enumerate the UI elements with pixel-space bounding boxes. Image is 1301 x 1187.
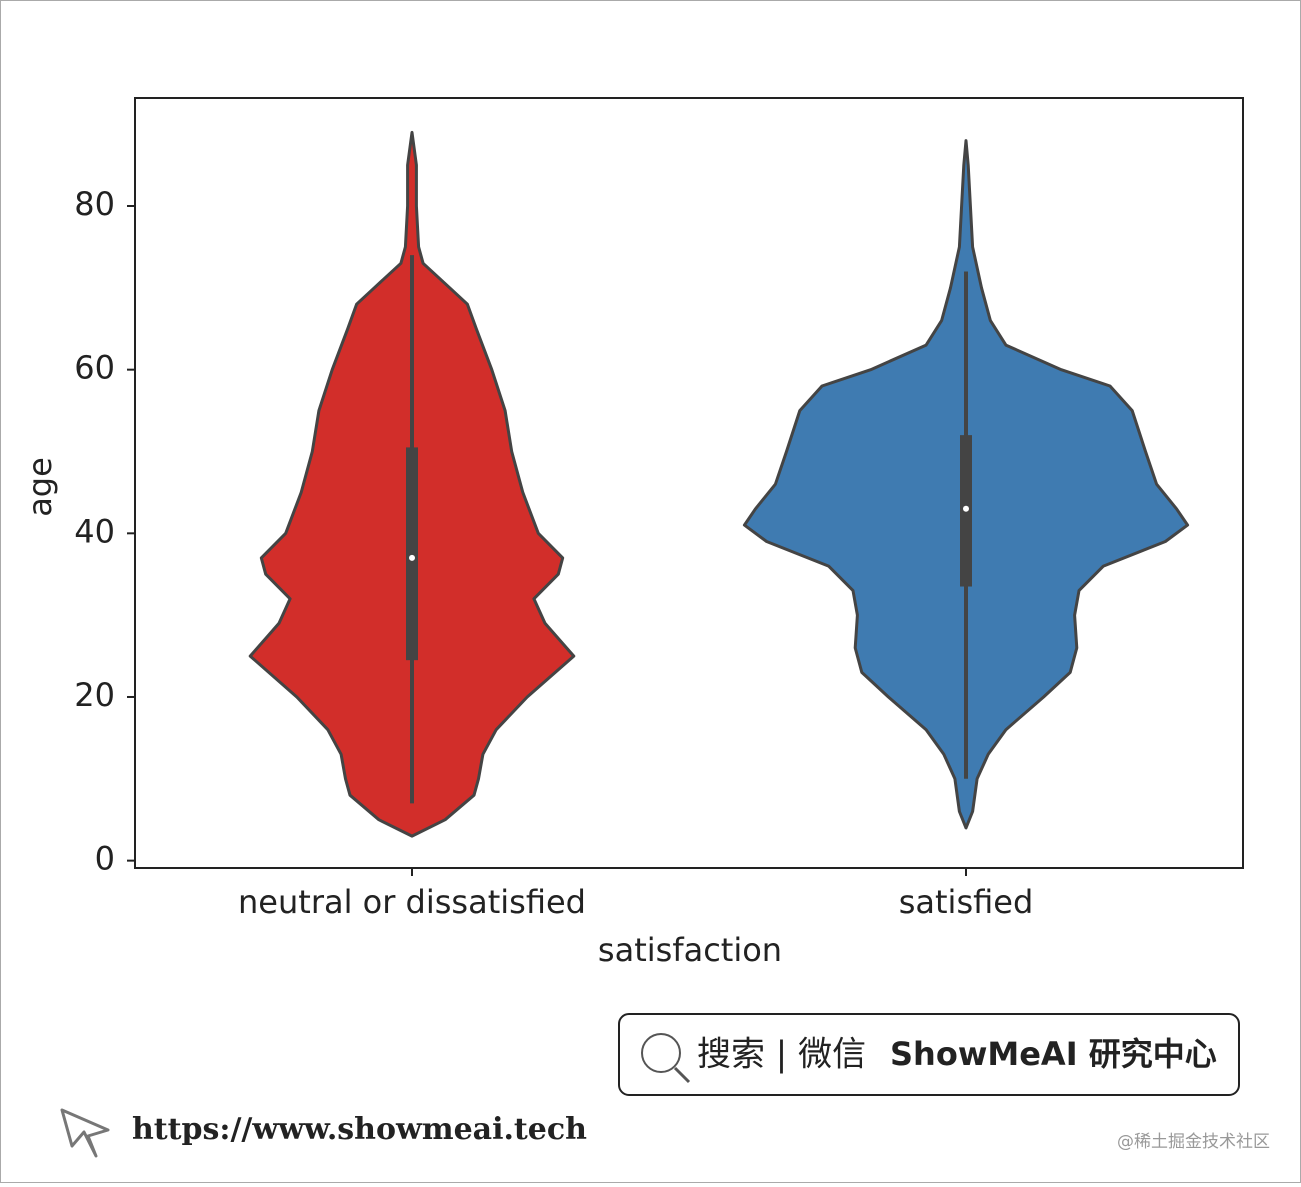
x-axis-label: satisfaction xyxy=(598,931,782,969)
y-tick-label: 0 xyxy=(95,840,115,878)
search-text: 搜索 | 微信 xyxy=(697,1035,866,1075)
url-text: https://www.showmeai.tech xyxy=(132,1112,587,1147)
y-tick-label: 20 xyxy=(74,676,115,714)
search-box xyxy=(618,1013,1240,1096)
brand-text: ShowMeAI 研究中心 xyxy=(890,1035,1217,1073)
box xyxy=(406,447,418,661)
axes-frame xyxy=(134,97,1244,869)
median xyxy=(963,505,969,512)
y-tick-label: 40 xyxy=(74,512,115,550)
credit-text: @稀土掘金技术社区 xyxy=(1117,1132,1270,1152)
median xyxy=(409,554,415,561)
plot-area xyxy=(248,130,1190,838)
search-icon-handle xyxy=(673,1066,691,1084)
y-axis-label: age xyxy=(21,457,59,517)
cursor-icon xyxy=(60,1108,110,1158)
y-tick-label: 60 xyxy=(74,349,115,387)
y-tick-label: 80 xyxy=(74,185,115,223)
search-icon xyxy=(641,1033,681,1073)
x-tick-label: satisfied xyxy=(899,883,1034,921)
x-tick-label: neutral or dissatisfied xyxy=(238,883,586,921)
